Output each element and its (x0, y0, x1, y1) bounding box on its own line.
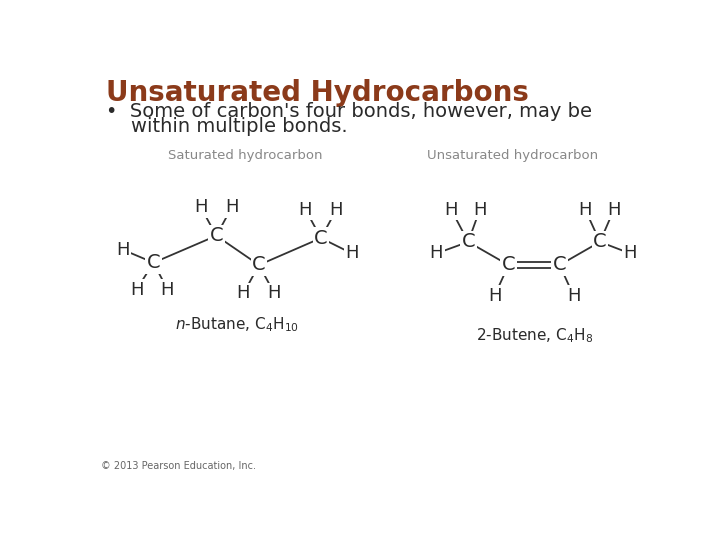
Text: H: H (578, 200, 592, 219)
Text: C: C (210, 226, 223, 245)
Text: © 2013 Pearson Education, Inc.: © 2013 Pearson Education, Inc. (101, 461, 256, 471)
Text: H: H (430, 245, 444, 262)
Text: H: H (488, 287, 501, 305)
Text: H: H (444, 200, 458, 219)
Text: C: C (147, 253, 161, 272)
Text: •  Some of carbon's four bonds, however, may be: • Some of carbon's four bonds, however, … (106, 102, 592, 121)
Text: H: H (607, 200, 621, 219)
Text: H: H (268, 285, 282, 302)
Text: H: H (330, 200, 343, 219)
Text: H: H (116, 241, 130, 259)
Text: C: C (502, 255, 516, 274)
Text: H: H (299, 200, 312, 219)
Text: H: H (473, 200, 487, 219)
Text: H: H (225, 198, 238, 216)
Text: C: C (593, 232, 607, 252)
Text: H: H (624, 245, 637, 262)
Text: C: C (252, 255, 266, 274)
Text: H: H (567, 287, 580, 305)
Text: H: H (345, 245, 359, 262)
Text: Saturated hydrocarbon: Saturated hydrocarbon (168, 150, 322, 163)
Text: $\it{n}$-Butane, C$_4$H$_{10}$: $\it{n}$-Butane, C$_4$H$_{10}$ (175, 315, 300, 334)
Text: H: H (161, 281, 174, 299)
Text: H: H (237, 285, 251, 302)
Text: H: H (194, 198, 207, 216)
Text: Unsaturated Hydrocarbons: Unsaturated Hydrocarbons (106, 79, 528, 107)
Text: H: H (130, 281, 143, 299)
Text: Unsaturated hydrocarbon: Unsaturated hydrocarbon (427, 150, 598, 163)
Text: within multiple bonds.: within multiple bonds. (106, 117, 347, 136)
Text: C: C (462, 232, 475, 252)
Text: C: C (553, 255, 567, 274)
Text: 2-Butene, C$_4$H$_8$: 2-Butene, C$_4$H$_8$ (475, 327, 593, 345)
Text: C: C (314, 228, 328, 247)
